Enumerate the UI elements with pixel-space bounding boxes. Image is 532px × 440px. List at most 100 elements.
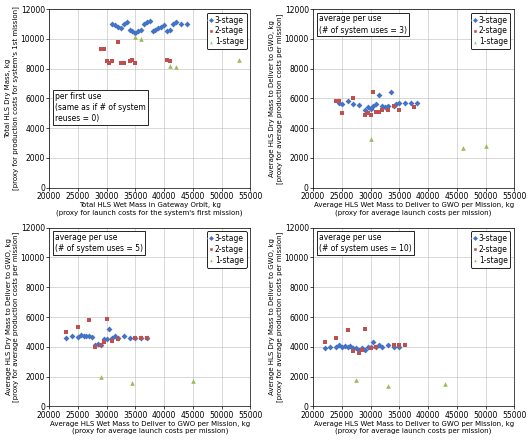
Point bbox=[120, 59, 128, 66]
Point bbox=[412, 99, 421, 106]
Point bbox=[117, 25, 125, 32]
Point bbox=[120, 20, 128, 27]
Point bbox=[188, 378, 197, 385]
Point bbox=[378, 103, 386, 110]
Point bbox=[165, 26, 174, 33]
Point bbox=[77, 331, 85, 338]
Point bbox=[128, 56, 137, 63]
Point bbox=[372, 108, 380, 115]
Point bbox=[458, 144, 467, 151]
Point bbox=[384, 103, 392, 110]
Point bbox=[384, 382, 392, 389]
Point bbox=[235, 56, 243, 63]
X-axis label: Average HLS Wet Mass to Deliver to GWO per Mission, kg
(proxy for average launch: Average HLS Wet Mass to Deliver to GWO p… bbox=[313, 421, 514, 434]
Point bbox=[73, 324, 82, 331]
Point bbox=[91, 343, 99, 350]
Point bbox=[62, 328, 71, 335]
Point bbox=[102, 58, 111, 65]
Point bbox=[335, 97, 343, 104]
Point bbox=[361, 107, 369, 114]
Point bbox=[358, 346, 366, 353]
Point bbox=[392, 101, 401, 108]
Point bbox=[343, 327, 352, 334]
Point bbox=[372, 343, 380, 350]
Point bbox=[114, 23, 122, 30]
Point bbox=[137, 26, 145, 33]
Point bbox=[340, 343, 349, 350]
Point bbox=[349, 345, 358, 352]
Point bbox=[134, 28, 143, 35]
Point bbox=[105, 59, 114, 66]
Point bbox=[366, 111, 375, 118]
Point bbox=[441, 381, 450, 388]
Point bbox=[389, 343, 398, 350]
Point bbox=[335, 342, 343, 349]
Point bbox=[355, 349, 363, 356]
Point bbox=[361, 326, 369, 333]
Point bbox=[114, 336, 122, 343]
Point bbox=[102, 315, 111, 322]
Point bbox=[117, 59, 125, 66]
Point bbox=[108, 337, 117, 345]
Point bbox=[410, 104, 418, 111]
Point bbox=[401, 342, 409, 349]
Point bbox=[62, 334, 71, 341]
Point bbox=[97, 342, 105, 349]
Point bbox=[395, 342, 404, 349]
Point bbox=[148, 28, 157, 35]
Point bbox=[97, 46, 105, 53]
Point bbox=[165, 62, 174, 69]
Point bbox=[384, 342, 392, 349]
Point bbox=[128, 379, 137, 386]
Point bbox=[143, 19, 151, 26]
Point bbox=[332, 334, 340, 341]
Point bbox=[79, 333, 88, 340]
Point bbox=[122, 19, 131, 26]
X-axis label: Total HLS Wet Mass in Gateway Orbit, kg
(proxy for launch costs for the system's: Total HLS Wet Mass in Gateway Orbit, kg … bbox=[56, 202, 243, 216]
Point bbox=[349, 95, 358, 102]
Point bbox=[332, 98, 340, 105]
Point bbox=[395, 107, 404, 114]
Point bbox=[105, 326, 114, 333]
Point bbox=[163, 28, 171, 35]
Point bbox=[137, 35, 145, 42]
Point bbox=[355, 346, 363, 353]
Point bbox=[358, 345, 366, 352]
Point bbox=[137, 334, 145, 341]
Point bbox=[337, 110, 346, 117]
Point bbox=[140, 20, 148, 27]
Point bbox=[389, 103, 398, 110]
Point bbox=[131, 334, 139, 341]
Point bbox=[320, 345, 329, 352]
Point bbox=[97, 373, 105, 380]
Point bbox=[91, 342, 99, 349]
Point bbox=[99, 336, 108, 343]
Point bbox=[369, 89, 378, 96]
Point bbox=[163, 56, 171, 63]
Point bbox=[126, 26, 134, 33]
Y-axis label: Average HLS Dry Mass to Deliver to GWO, kg
[proxy for average production costs p: Average HLS Dry Mass to Deliver to GWO, … bbox=[5, 232, 19, 402]
Point bbox=[369, 103, 378, 110]
Point bbox=[363, 343, 372, 350]
Point bbox=[372, 101, 380, 108]
Point bbox=[114, 334, 122, 341]
Point bbox=[363, 104, 372, 111]
Point bbox=[99, 339, 108, 346]
Point bbox=[389, 342, 398, 349]
Point bbox=[380, 104, 389, 111]
Point bbox=[94, 340, 102, 347]
Point bbox=[343, 343, 352, 350]
Point bbox=[85, 333, 94, 340]
Point bbox=[346, 343, 355, 350]
Point bbox=[131, 334, 139, 341]
Point bbox=[131, 59, 139, 66]
Point bbox=[97, 341, 105, 348]
Point bbox=[395, 343, 404, 350]
Point bbox=[108, 58, 117, 65]
Point bbox=[337, 343, 346, 350]
Point bbox=[369, 339, 378, 346]
Point bbox=[73, 334, 82, 341]
Legend: 3-stage, 2-stage, 1-stage: 3-stage, 2-stage, 1-stage bbox=[471, 13, 510, 49]
X-axis label: Average HLS Wet Mass to Deliver to GWO per Mission, kg
(proxy for average launch: Average HLS Wet Mass to Deliver to GWO p… bbox=[49, 421, 250, 434]
Point bbox=[131, 29, 139, 37]
